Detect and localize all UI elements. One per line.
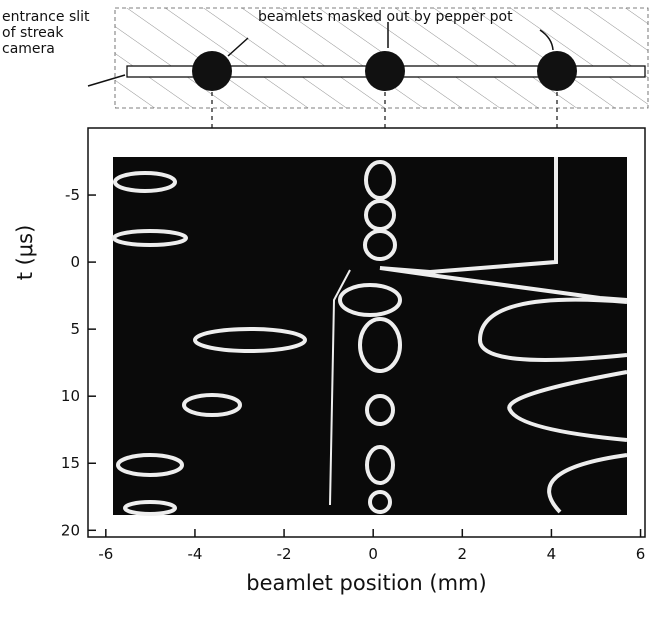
annotations: beamlets masked out by pepper pot entran… xyxy=(2,9,513,57)
beamlet-mask xyxy=(365,51,405,91)
arrow xyxy=(227,37,249,57)
y-axis-label: t (μs) xyxy=(13,225,37,281)
axes: -6 -4 -2 0 2 4 6 -5 0 5 10 15 20 beamlet position (mm… xyxy=(13,186,645,595)
y-tick-label: 15 xyxy=(61,454,80,472)
y-tick-label: 10 xyxy=(61,387,80,405)
annotation: camera xyxy=(2,41,55,57)
y-tick-label: -5 xyxy=(65,186,80,204)
pepper-pot-diagram xyxy=(87,7,649,128)
streak-trace xyxy=(379,157,628,514)
beamlet-mask xyxy=(537,51,577,91)
plot-frame xyxy=(87,127,646,538)
y-tick-label: 5 xyxy=(70,320,80,338)
annotation: entrance slit xyxy=(2,9,90,25)
x-tick-label: 2 xyxy=(458,545,468,563)
x-tick-label: -4 xyxy=(187,545,202,563)
x-tick-label: 0 xyxy=(368,545,378,563)
streak-background xyxy=(113,157,627,515)
x-tick-label: -2 xyxy=(277,545,292,563)
streak-image xyxy=(112,157,628,516)
x-tick-label: 6 xyxy=(636,545,646,563)
x-tick-label: 4 xyxy=(547,545,557,563)
arrow xyxy=(87,74,126,87)
annotation: of streak xyxy=(2,25,64,41)
y-tick-label: 20 xyxy=(61,521,80,539)
arrow xyxy=(539,29,554,51)
beamlet-mask xyxy=(192,51,232,91)
y-tick-label: 0 xyxy=(70,253,80,271)
x-tick-label: -6 xyxy=(98,545,113,563)
annotation: beamlets masked out by pepper pot xyxy=(258,9,513,25)
x-axis-label: beamlet position (mm) xyxy=(246,571,486,595)
